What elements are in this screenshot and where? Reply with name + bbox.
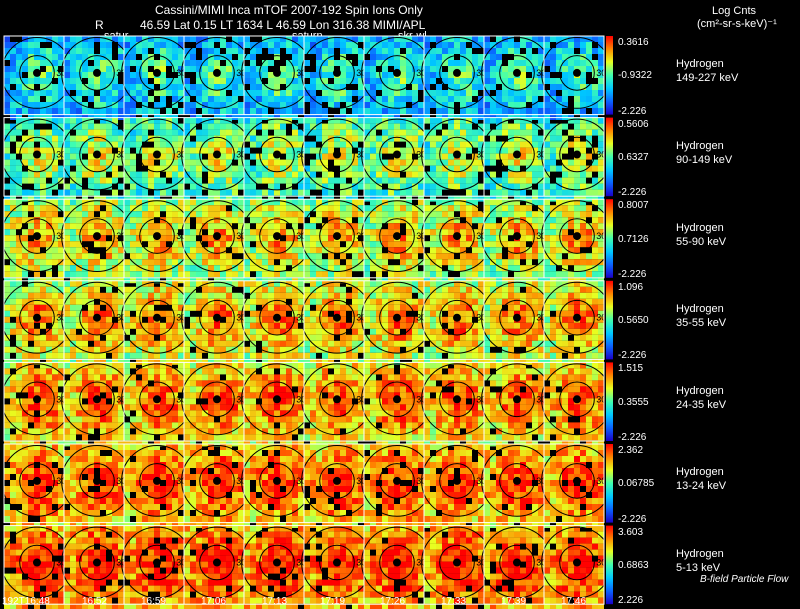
heatmap-panel-1: 30 30 30 30 30 30 30 30 30 30 <box>1 35 613 120</box>
energy-range-label: 35-55 keV <box>676 317 727 330</box>
colorbar-mid-label: 0.5650 <box>618 315 649 327</box>
species-label: Hydrogen <box>676 221 724 234</box>
colorbar-3 <box>606 199 613 278</box>
panel-angle-label: 30 <box>596 476 606 486</box>
colorbar-min-label: -2.226 <box>618 187 647 199</box>
species-label: Hydrogen <box>676 466 724 479</box>
colorbar-max-label: 1.515 <box>618 363 644 375</box>
x-tick-label: 17:13 <box>262 596 288 607</box>
colorbar-6 <box>606 444 613 523</box>
colorbar-min-label: -2.226 <box>618 268 647 280</box>
units-label: (cm²-sr-s-keV)⁻¹ <box>697 18 777 30</box>
colorbar-7 <box>606 525 613 605</box>
colorbar-max-label: 0.3616 <box>618 37 649 48</box>
species-label: Hydrogen <box>676 384 724 397</box>
panel-angle-label: 30 <box>596 313 606 323</box>
colorbar-max-label: 2.362 <box>618 445 644 456</box>
bfield-legend: B-field Particle Flow <box>700 574 789 585</box>
r-label: R <box>95 18 104 32</box>
colorbar-mid-label: 0.3555 <box>618 396 649 408</box>
colorbar-min-label: 2.226 <box>618 595 644 607</box>
colorbar-mid-label: 0.7126 <box>618 233 649 245</box>
colorbar-mid-label: 0.6327 <box>618 151 649 163</box>
colorbar-max-label: 0.5606 <box>618 118 649 130</box>
species-label: Hydrogen <box>676 139 724 152</box>
colorbar-mid-label: 0.6863 <box>618 559 649 571</box>
heatmap-panel-3: 30 30 30 30 30 30 30 30 30 30 <box>1 198 613 284</box>
energy-range-label: 5-13 keV <box>676 561 721 574</box>
heatmap-panel-2: 30 30 30 30 30 30 30 30 30 30 <box>1 117 613 202</box>
colorbar-min-label: -2.226 <box>618 105 647 117</box>
heatmap-panel-7: 30 30 30 30 30 30 30 30 30 30 <box>1 525 613 609</box>
species-label: Hydrogen <box>676 58 724 71</box>
x-tick-label: 17:33 <box>441 596 467 607</box>
colorbar-min-label: -2.226 <box>618 513 647 525</box>
panel-angle-label: 30 <box>596 150 606 160</box>
heatmap-panel-6: 30 30 30 30 30 30 30 30 30 30 <box>1 443 613 528</box>
x-tick-label: 192T16:48 <box>2 596 50 607</box>
species-label: Hydrogen <box>676 547 724 560</box>
heatmap-panel-5: 30 30 30 30 30 30 30 30 30 30 <box>1 361 613 447</box>
x-tick-label: 17:19 <box>320 596 346 607</box>
x-tick-label: 17:26 <box>380 596 406 607</box>
units-title: Log Cnts <box>712 5 757 17</box>
energy-range-label: 55-90 keV <box>676 235 727 248</box>
energy-range-label: 13-24 keV <box>676 480 727 493</box>
colorbar-max-label: 3.603 <box>618 526 644 538</box>
colorbar-max-label: 1.096 <box>618 281 644 293</box>
colorbar-max-label: 0.8007 <box>618 200 649 212</box>
x-tick-label: 17:06 <box>201 596 227 607</box>
colorbar-5 <box>606 362 613 441</box>
colorbar-4 <box>606 280 613 360</box>
energy-range-label: 24-35 keV <box>676 398 727 411</box>
colorbar-2 <box>606 117 613 197</box>
x-tick-label: 17:46 <box>561 596 587 607</box>
colorbar-1 <box>606 36 613 115</box>
colorbar-mid-label: 0.06785 <box>618 478 655 490</box>
panel-angle-label: 30 <box>596 394 606 404</box>
ephemeris-line: 46.59 Lat 0.15 LT 1634 L 46.59 Lon 316.3… <box>140 18 426 32</box>
figure-title: Cassini/MIMI Inca mTOF 2007-192 Spin Ion… <box>155 3 423 17</box>
energy-range-label: 90-149 keV <box>676 153 733 166</box>
colorbar-min-label: -2.226 <box>618 432 647 443</box>
x-tick-label: 16:52 <box>82 596 108 607</box>
species-label: Hydrogen <box>676 303 724 316</box>
x-tick-label: 17:39 <box>501 596 527 607</box>
heatmap-panel-4: 30 30 30 30 30 30 30 30 30 30 <box>1 280 613 365</box>
panel-angle-label: 30 <box>596 231 606 241</box>
energy-range-label: 149-227 keV <box>676 72 739 85</box>
panel-angle-label: 30 <box>596 68 606 78</box>
panel-angle-label: 30 <box>596 558 606 568</box>
x-tick-label: 16:59 <box>141 596 167 607</box>
colorbar-mid-label: -0.9322 <box>618 70 652 82</box>
colorbar-min-label: -2.226 <box>618 350 647 362</box>
